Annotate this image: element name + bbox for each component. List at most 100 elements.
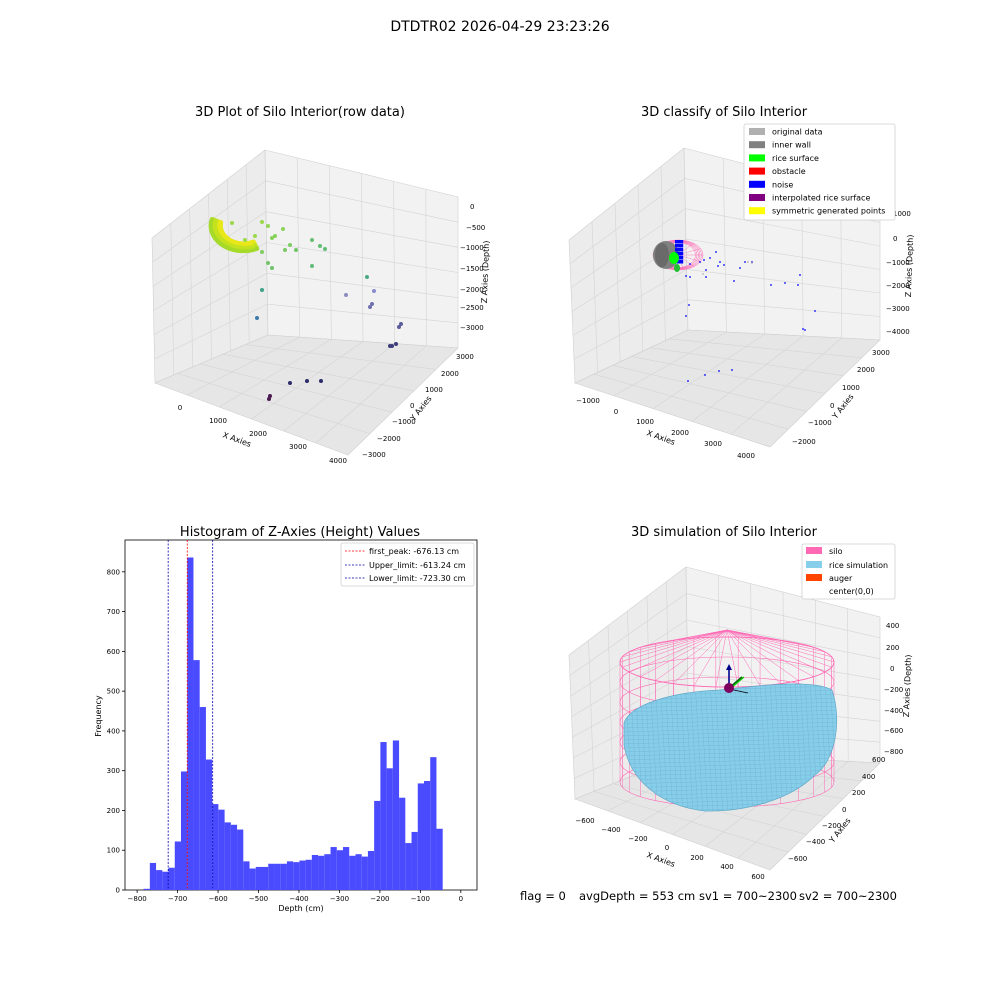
noise-point (802, 328, 804, 330)
gridline (593, 791, 789, 853)
noise-point (678, 256, 680, 260)
panel2-legend: original data inner wall rice surface obsta… (743, 123, 896, 221)
histogram-bar (436, 828, 443, 890)
noise-point (770, 284, 772, 286)
panel2-x-tick: 0 (614, 408, 618, 416)
histogram-x-tick-label: −800 (128, 895, 147, 903)
raw-point (253, 234, 257, 238)
noise-point (678, 244, 680, 248)
silo-roof-line (640, 629, 728, 677)
panel2-x-tick: −1000 (576, 397, 600, 405)
rice-mesh-line (664, 683, 674, 812)
gridline (607, 625, 614, 784)
legend-swatch (749, 141, 765, 149)
rice-mesh-line (624, 713, 837, 721)
raw-point (260, 288, 264, 292)
silo-roof-line (655, 629, 728, 681)
panel4-y-axis-label: Y Axies (827, 816, 853, 845)
panel1-y-tick: −2000 (377, 435, 401, 443)
raw-point (294, 248, 298, 252)
histogram-bar (187, 557, 194, 890)
panel4-y-tick: 0 (842, 806, 846, 814)
histogram-bar (430, 757, 437, 890)
noise-point (676, 240, 679, 244)
gridline (572, 269, 687, 336)
legend-swatch (749, 154, 765, 162)
noise-point (676, 248, 679, 252)
rice-mesh-line (694, 683, 704, 812)
histogram-x-tick-label: −300 (330, 895, 349, 903)
gridline (570, 208, 686, 288)
panel2-y-tick: −2000 (792, 438, 816, 446)
flag-text: flag = 0 (520, 889, 566, 903)
panel1-points (208, 216, 403, 401)
silo-roof-line (726, 629, 799, 681)
histogram-bar (280, 863, 287, 890)
rice-mesh-line (624, 753, 837, 761)
panel2-y-tick: 2000 (857, 366, 875, 374)
legend-silo-label: silo (829, 547, 843, 556)
raw-point (243, 238, 247, 242)
histogram-bar (230, 824, 238, 890)
inner-wall-shape (655, 243, 669, 267)
panel1-x-tick: 0 (178, 404, 182, 412)
gridline (569, 178, 685, 265)
footer-stats: flag = 0 avgDepth = 553 cm sv1 = 700~230… (520, 889, 897, 903)
panel1-x-tick: 4000 (329, 457, 347, 465)
panel4-x-tick: −400 (601, 826, 620, 834)
noise-point (731, 369, 733, 371)
rice-mesh-line (624, 721, 837, 729)
noise-point (715, 251, 717, 253)
rice-surface-point (669, 252, 679, 264)
gridline (687, 646, 881, 680)
noise-point (675, 244, 677, 248)
histogram-x-tick-label: −400 (289, 895, 308, 903)
histogram-bar (168, 867, 175, 890)
histogram-y-tick-label: 200 (107, 807, 120, 815)
silo-roof-line (726, 629, 835, 663)
panel4-z-tick: −400 (884, 707, 903, 715)
noise-point (739, 267, 741, 269)
raw-point (310, 264, 314, 268)
noise-point (678, 240, 680, 244)
histogram-bar (417, 783, 424, 890)
gridline (669, 338, 862, 359)
histogram-bar (399, 797, 406, 890)
histogram-bar (237, 829, 244, 890)
panel4-y-tick: 400 (862, 773, 875, 781)
panel4-legend: silo rice simulation auger center(0,0) (801, 543, 896, 600)
panel2-y-tick: 0 (830, 402, 834, 410)
histogram-x-axis-label: Depth (cm) (278, 904, 323, 913)
silo-roof-line (726, 629, 832, 658)
noise-point (681, 240, 684, 244)
rice-mesh-line (754, 683, 764, 812)
noise-point (679, 256, 682, 260)
panel1-x-ticks: 0 1000 2000 3000 4000 (178, 404, 347, 465)
rice-mesh-line (729, 683, 739, 812)
raw-point (344, 293, 348, 297)
panel4-x-tick: 400 (720, 863, 733, 871)
legend-label: noise (772, 180, 793, 189)
panel4-z-tick: 200 (886, 644, 899, 652)
panel-simulation: 3D simulation of Silo Interior −600 −400… (568, 525, 913, 881)
gridline (152, 180, 266, 263)
panel4-y-tick: 200 (852, 789, 865, 797)
rice-mesh-line (624, 745, 837, 753)
legend-lower-label: Lower_limit: -723.30 cm (369, 574, 466, 583)
legend-auger-swatch (806, 574, 822, 581)
gridline (612, 365, 807, 412)
panel4-z-tick: −200 (884, 686, 903, 694)
panel2-z-tick: −3000 (886, 305, 910, 313)
rice-mesh-line (624, 777, 837, 785)
panel1-z-tick: −3000 (460, 324, 484, 332)
gridline (687, 299, 881, 317)
legend-label: interpolated rice surface (772, 194, 870, 203)
gridline (152, 211, 267, 287)
panel-histogram: Histogram of Z-Axies (Height) Values −80… (94, 525, 478, 913)
histogram-x-tick-label: −100 (411, 895, 430, 903)
panel4-x-ticks: −600 −400 −200 0 200 400 600 (575, 817, 764, 881)
panel-classify: 3D classify of Silo Interior −1000 0 100… (568, 105, 915, 460)
raw-point (273, 234, 277, 238)
rice-mesh-line (684, 683, 694, 812)
histogram-bar (386, 768, 393, 890)
